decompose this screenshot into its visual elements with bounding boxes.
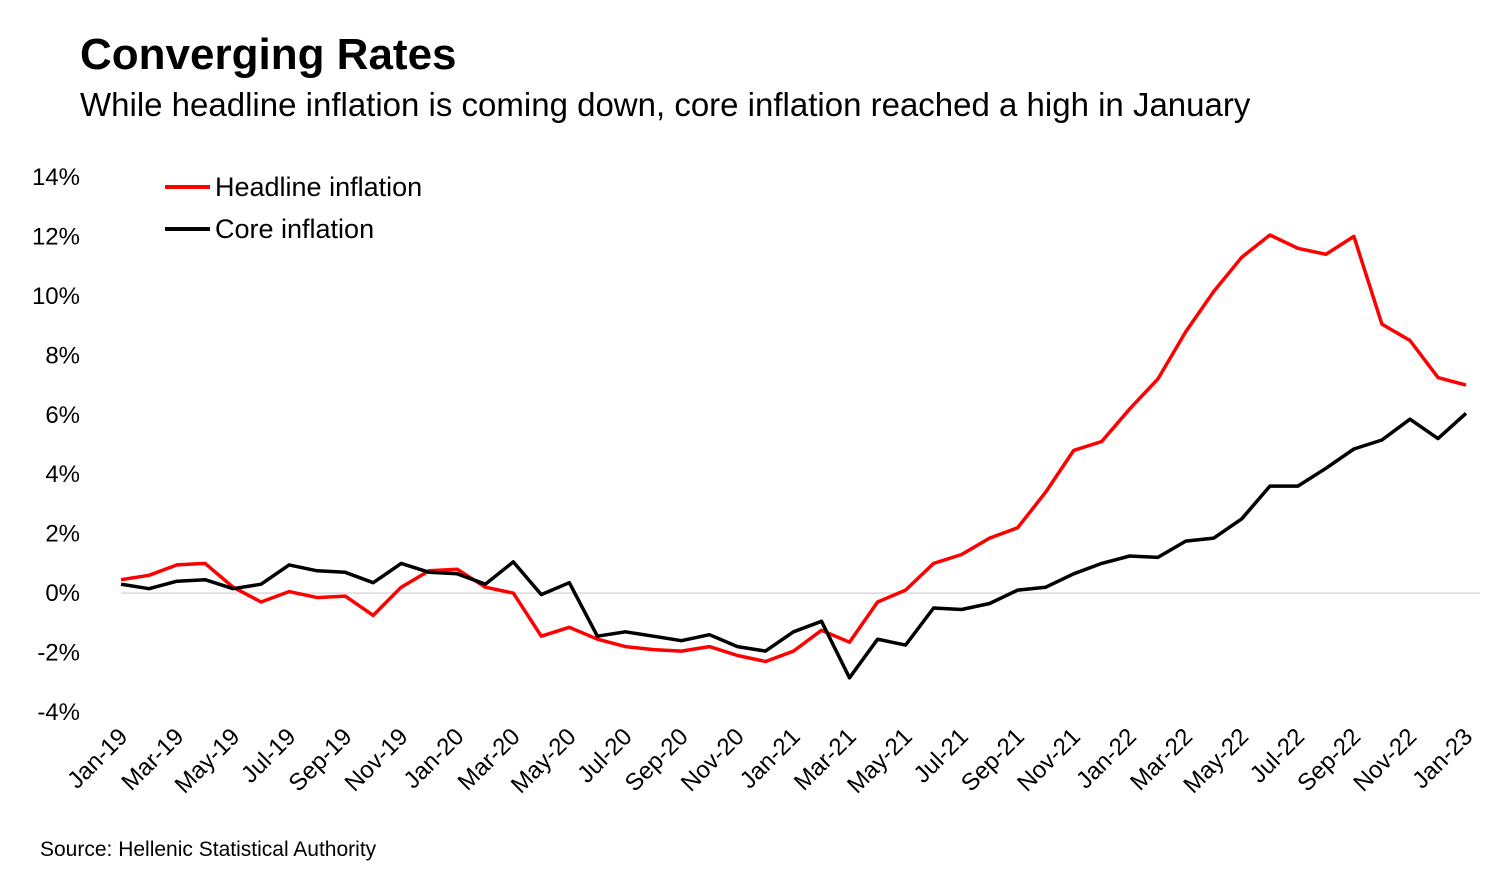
x-tick-label: Nov-21 (1012, 723, 1086, 797)
source-note: Source: Hellenic Statistical Authority (40, 838, 377, 861)
y-tick-label: 4% (45, 461, 80, 488)
x-tick-label: Nov-20 (676, 723, 750, 797)
y-tick-label: 2% (45, 521, 80, 548)
y-tick-label: 12% (32, 223, 80, 250)
series-lines (120, 233, 1468, 680)
y-tick-label: -4% (37, 699, 80, 726)
legend: Headline inflation Core inflation (165, 172, 422, 244)
x-tick-label: Jan-23 (1407, 723, 1478, 794)
y-tick-label: 14% (32, 164, 80, 191)
y-tick-label: 0% (45, 580, 80, 607)
y-tick-label: 6% (45, 402, 80, 429)
y-axis-ticks: -4% -2% 0% 2% 4% 6% 8% 10% 12% 14% (32, 164, 80, 726)
y-tick-label: 10% (32, 283, 80, 310)
x-axis-ticks: Jan-19Mar-19May-19Jul-19Sep-19Nov-19Jan-… (62, 723, 1478, 799)
x-tick-label: Nov-22 (1348, 723, 1422, 797)
y-tick-label: 8% (45, 342, 80, 369)
legend-label: Headline inflation (215, 172, 422, 202)
series-line-core-inflation (120, 412, 1468, 680)
legend-label: Core inflation (215, 214, 374, 244)
series-line-headline-inflation (120, 233, 1467, 664)
y-tick-label: -2% (37, 640, 80, 667)
x-tick-label: Nov-19 (340, 723, 414, 797)
chart-title: Converging Rates (80, 30, 457, 79)
chart-subtitle: While headline inflation is coming down,… (80, 86, 1251, 123)
